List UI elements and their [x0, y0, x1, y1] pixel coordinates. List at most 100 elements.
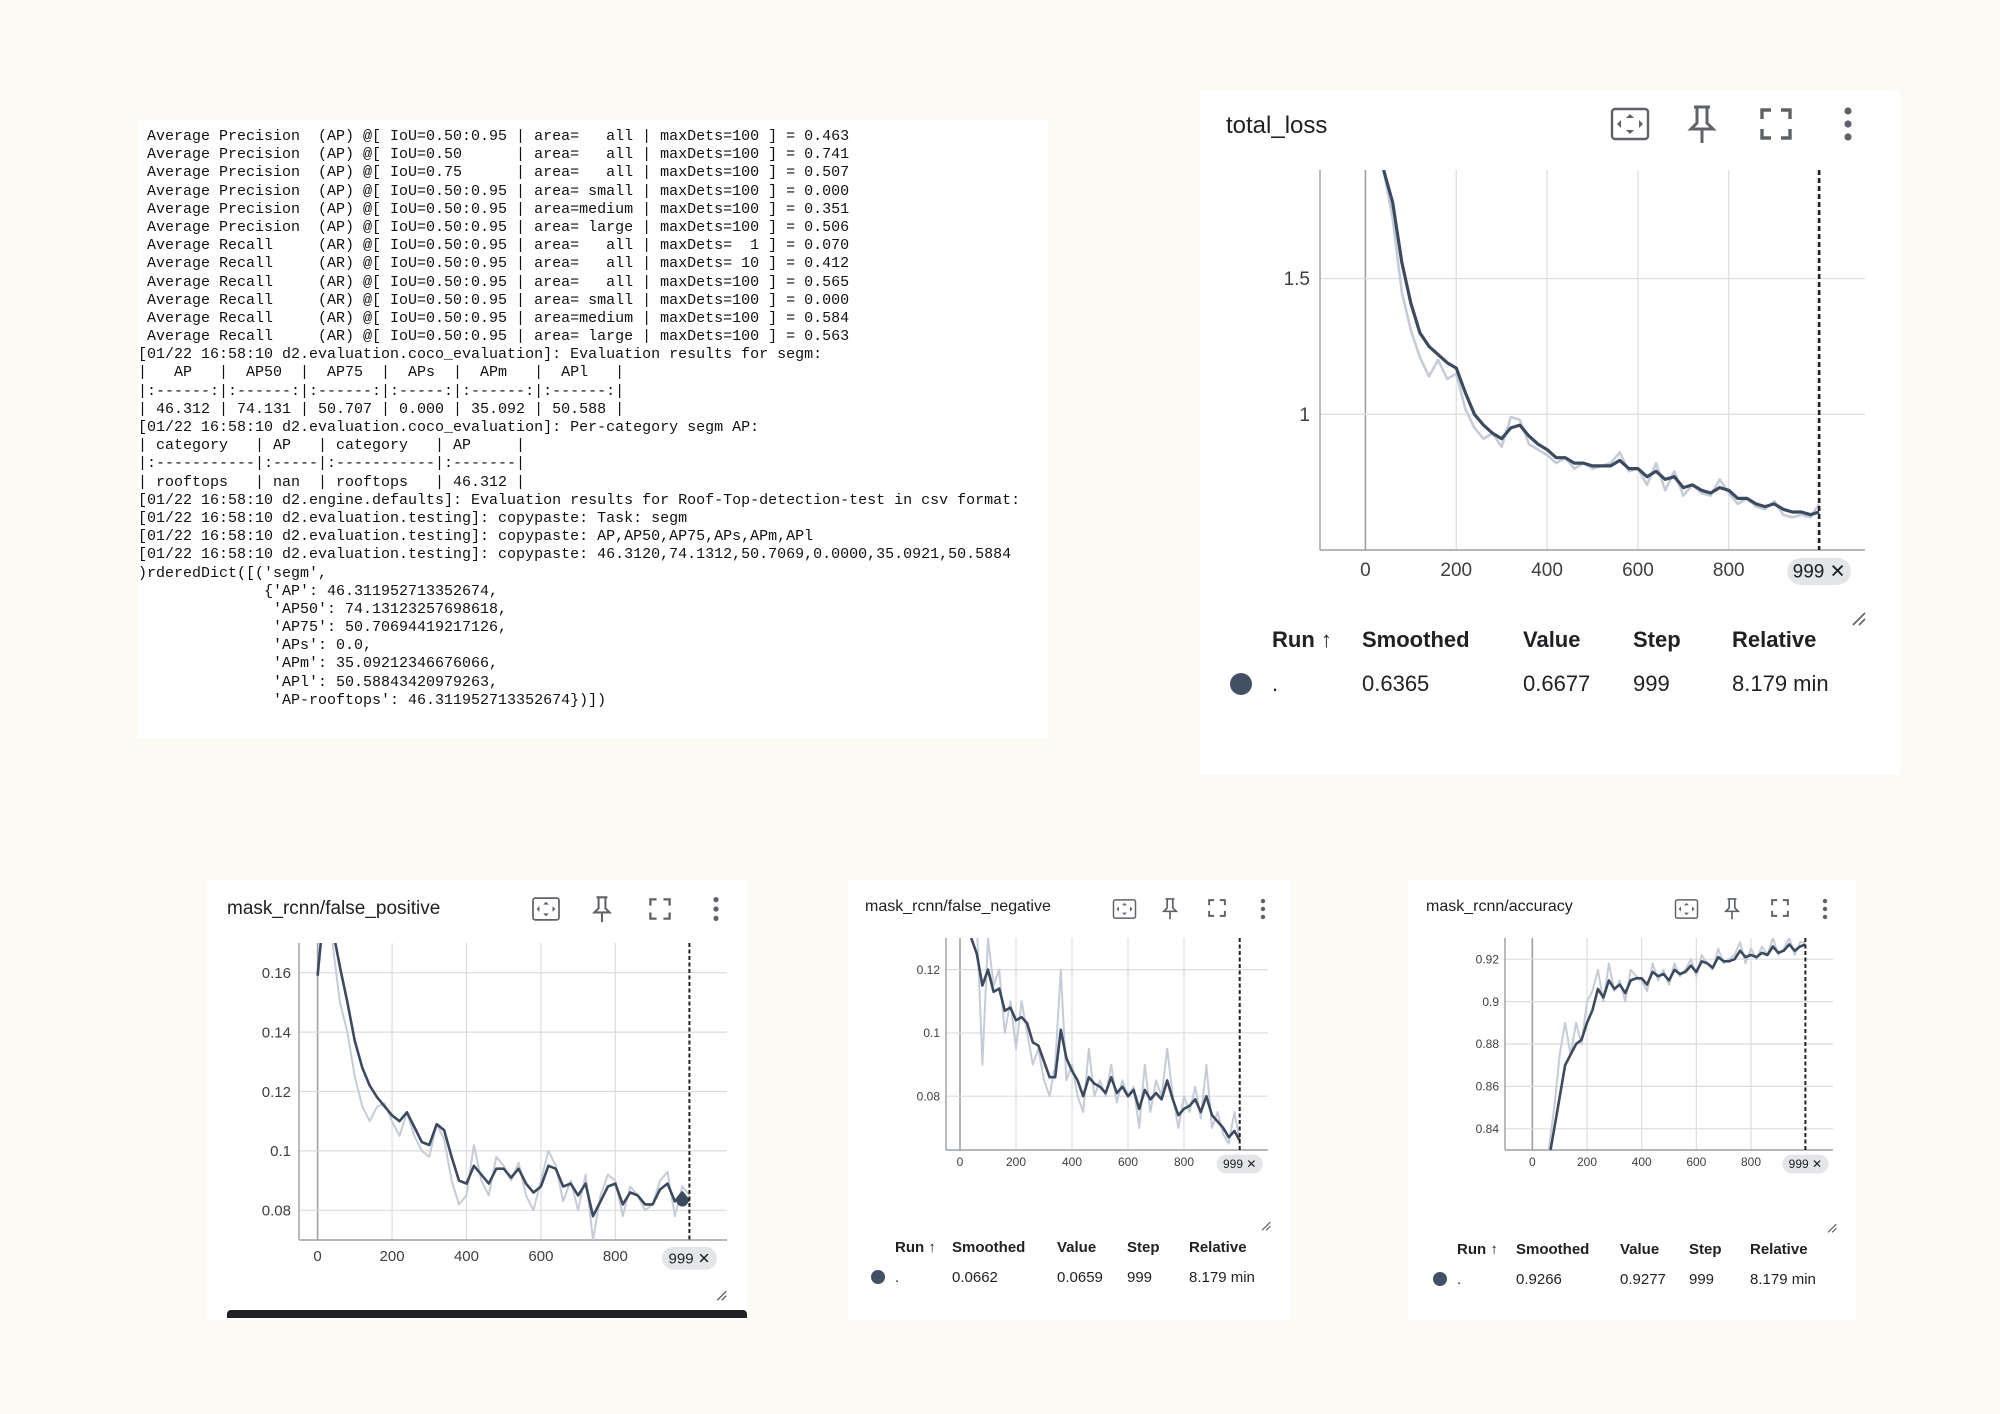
table-row: . 0.6365 0.6677 999 8.179 min: [1230, 662, 1852, 706]
fullscreen-icon[interactable]: [1760, 108, 1792, 140]
scroll-indicator[interactable]: [227, 1310, 747, 1318]
fit-domain-icon[interactable]: [1610, 106, 1650, 142]
x-tick-label: 400: [1632, 1155, 1652, 1169]
more-vert-icon[interactable]: [1820, 898, 1830, 920]
chart-title: mask_rcnn/accuracy: [1426, 898, 1573, 915]
chart-card-false-negative: mask_rcnn/false_negative 0 200 400 600 800 0.…: [848, 880, 1290, 1320]
chart-card-false-positive: mask_rcnn/false_positive 0 200 400 600 800 0.…: [207, 880, 747, 1320]
y-tick-label: 0.86: [1476, 1080, 1500, 1094]
console-line: Average Recall (AR) @[ IoU=0.50:0.95 | a…: [138, 255, 850, 273]
x-tick-label: 600: [1686, 1155, 1706, 1169]
x-tick-label: 400: [1531, 560, 1563, 581]
console-line: 'APm': 35.09212346676066,: [138, 655, 499, 673]
column-relative: Relative: [1750, 1240, 1808, 1258]
fit-domain-icon[interactable]: [1112, 898, 1137, 920]
fullscreen-icon[interactable]: [649, 898, 671, 920]
x-tick-label: 600: [1622, 560, 1654, 581]
relative-value: 8.179 min: [1732, 671, 1829, 696]
step-value: 999: [1127, 1268, 1153, 1286]
table-row: . 0.0662 0.0659 999 8.179 min: [871, 1262, 1269, 1292]
more-vert-icon[interactable]: [1258, 898, 1268, 920]
step-chip[interactable]: [661, 1246, 717, 1270]
column-smoothed: Smoothed: [1362, 627, 1470, 652]
column-run[interactable]: Run ↑: [895, 1238, 936, 1256]
console-line: | rooftops | nan | rooftops | 46.312 |: [138, 473, 526, 491]
fullscreen-icon[interactable]: [1208, 899, 1226, 917]
resize-corner-icon[interactable]: [715, 1288, 727, 1301]
more-vert-icon[interactable]: [710, 896, 722, 922]
y-tick-label: 0.92: [1476, 952, 1500, 966]
fit-domain-icon[interactable]: [1674, 898, 1699, 920]
console-line: Average Precision (AP) @[ IoU=0.50:0.95 …: [138, 128, 850, 145]
x-tick-label: 0: [957, 1155, 964, 1169]
step-chip[interactable]: [1787, 557, 1852, 585]
y-tick-label: 0.1: [270, 1143, 291, 1160]
chart-plot-total-loss: 0 200 400 600 800 1 1.5 999 ✕: [1284, 170, 1865, 585]
console-line: Average Precision (AP) @[ IoU=0.50:0.95 …: [138, 218, 850, 236]
console-line: Average Recall (AR) @[ IoU=0.50:0.95 | a…: [138, 237, 850, 255]
x-tick-label: 200: [1577, 1155, 1597, 1169]
console-line: [01/22 16:58:10 d2.evaluation.coco_evalu…: [138, 419, 760, 436]
column-step: Step: [1689, 1240, 1722, 1258]
pin-icon[interactable]: [591, 894, 613, 924]
column-run[interactable]: Run ↑: [1272, 627, 1332, 652]
smoothed-value: 0.9266: [1516, 1270, 1562, 1288]
column-run[interactable]: Run ↑: [1457, 1240, 1498, 1258]
step-chip-label[interactable]: 999 ✕: [669, 1250, 711, 1267]
console-line: | category | AP | category | AP |: [138, 437, 526, 455]
fullscreen-icon[interactable]: [1771, 899, 1789, 917]
column-step: Step: [1127, 1238, 1160, 1256]
step-chip[interactable]: [1216, 1154, 1263, 1174]
pin-icon[interactable]: [1686, 104, 1718, 144]
step-chip-label[interactable]: 999 ✕: [1789, 1157, 1822, 1171]
more-vert-icon[interactable]: [1840, 106, 1856, 142]
y-tick-label: 1: [1299, 405, 1310, 426]
fit-domain-icon[interactable]: [531, 896, 561, 922]
raw-series-line: [1547, 938, 1806, 1150]
pin-icon[interactable]: [1161, 896, 1179, 921]
resize-corner-icon[interactable]: [1850, 610, 1866, 626]
values-table: Run ↑ Smoothed Value Step Relative . 0.0…: [871, 1232, 1269, 1292]
chart-title: mask_rcnn/false_negative: [865, 898, 1051, 915]
console-line: 'APs': 0.0,: [138, 637, 373, 655]
column-relative: Relative: [1732, 627, 1817, 652]
x-tick-label: 200: [1440, 560, 1472, 581]
x-tick-label: 800: [1713, 560, 1745, 581]
resize-corner-icon[interactable]: [1260, 1218, 1271, 1231]
console-line: Average Recall (AR) @[ IoU=0.50:0.95 | a…: [138, 328, 850, 346]
console-line: |:------:|:------:|:------:|:-----:|:---…: [138, 382, 625, 400]
raw-series-line: [316, 943, 691, 1240]
hover-point: [676, 1194, 689, 1207]
y-tick-label: 0.08: [262, 1203, 291, 1220]
chart-plot-false-negative: 0 200 400 600 800 0.08 0.1 0.12 999 ✕: [917, 938, 1268, 1174]
column-smoothed: Smoothed: [1516, 1240, 1590, 1258]
x-tick-label: 0: [1529, 1155, 1536, 1169]
y-tick-label: 0.16: [262, 965, 291, 982]
resize-corner-icon[interactable]: [1826, 1220, 1837, 1233]
smoothed-value: 0.0662: [952, 1268, 998, 1286]
step-chip-label[interactable]: 999 ✕: [1793, 561, 1846, 582]
console-line: 'AP75': 50.70694419217126,: [138, 619, 508, 637]
x-tick-label: 800: [603, 1248, 628, 1265]
values-table: Run ↑ Smoothed Value Step Relative . 0.9…: [1433, 1234, 1830, 1294]
x-tick-label: 200: [380, 1248, 405, 1265]
raw-series-line: [976, 938, 1241, 1145]
relative-value: 8.179 min: [1750, 1270, 1816, 1288]
column-smoothed: Smoothed: [952, 1238, 1026, 1256]
y-tick-label: 0.1: [923, 1026, 940, 1040]
y-tick-label: 0.9: [1482, 995, 1499, 1009]
chart-title: total_loss: [1226, 112, 1328, 139]
run-color-dot: [1230, 673, 1252, 695]
console-line: Average Precision (AP) @[ IoU=0.50:0.95 …: [138, 182, 850, 200]
console-line: Average Precision (AP) @[ IoU=0.50 | are…: [138, 146, 850, 164]
chart-title: mask_rcnn/false_positive: [227, 898, 441, 919]
column-relative: Relative: [1189, 1238, 1247, 1256]
pin-icon[interactable]: [1723, 896, 1741, 921]
step-chip-label[interactable]: 999 ✕: [1223, 1157, 1256, 1171]
console-line: | 46.312 | 74.131 | 50.707 | 0.000 | 35.…: [138, 400, 625, 418]
x-tick-label: 400: [454, 1248, 479, 1265]
step-chip[interactable]: [1782, 1154, 1829, 1174]
relative-value: 8.179 min: [1189, 1268, 1255, 1286]
table-row: . 0.9266 0.9277 999 8.179 min: [1433, 1264, 1830, 1294]
x-tick-label: 400: [1062, 1155, 1082, 1169]
